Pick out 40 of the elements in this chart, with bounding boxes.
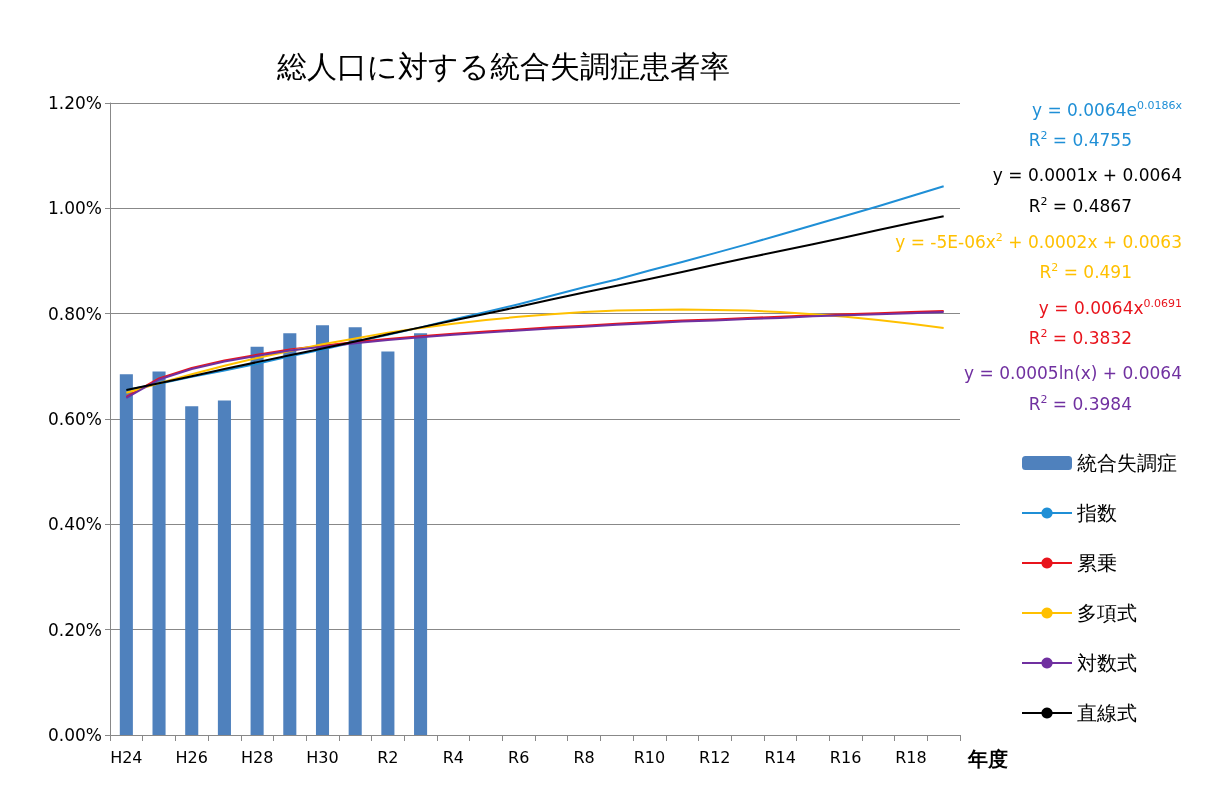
- bar: [348, 327, 362, 735]
- x-tick-label: H28: [240, 747, 274, 767]
- legend-label: 統合失調症: [1077, 451, 1177, 475]
- legend-label: 指数: [1076, 501, 1117, 525]
- y-tick-label: 0.20%: [47, 619, 102, 640]
- legend-label: 多項式: [1077, 601, 1137, 625]
- y-tick-label: 0.40%: [47, 514, 102, 535]
- x-tick-label: R18: [895, 747, 927, 767]
- bar: [283, 333, 297, 735]
- x-tick-label: R16: [829, 747, 862, 767]
- chart-title: 総人口に対する統合失調症患者率: [275, 48, 730, 84]
- y-tick-label: 1.00%: [47, 198, 102, 219]
- bar: [315, 325, 330, 735]
- x-tick-label: H24: [110, 747, 143, 767]
- legend-label: 対数式: [1077, 651, 1137, 675]
- x-tick-label: R4: [442, 747, 464, 767]
- bar: [250, 346, 264, 735]
- bar: [185, 406, 199, 735]
- y-tick-label: 0.80%: [47, 303, 102, 324]
- x-tick-label: R2: [377, 747, 399, 767]
- legend-label: 直線式: [1077, 701, 1137, 725]
- bar: [217, 400, 231, 735]
- x-tick-label: R6: [508, 747, 530, 767]
- x-tick-label: H26: [175, 747, 208, 767]
- x-tick-label: R14: [764, 747, 796, 767]
- x-tick-label: H30: [306, 747, 339, 767]
- legend-label: 累乗: [1077, 551, 1117, 575]
- bar: [381, 351, 395, 735]
- text: y = 0.0001x + 0.0064: [992, 164, 1183, 185]
- x-tick-label: R12: [699, 747, 731, 767]
- x-tick-label: R10: [633, 747, 666, 767]
- y-tick-label: 0.60%: [47, 409, 102, 429]
- x-axis-title: 年度: [967, 747, 1008, 771]
- text: y = 0.0005ln(x) + 0.0064: [964, 362, 1183, 383]
- bar: [119, 374, 133, 735]
- x-tick-label: R8: [573, 747, 595, 767]
- y-tick-label: 0.00%: [47, 725, 102, 745]
- bar: [414, 333, 428, 735]
- bar: [152, 371, 166, 735]
- y-tick-label: 1.20%: [47, 93, 102, 113]
